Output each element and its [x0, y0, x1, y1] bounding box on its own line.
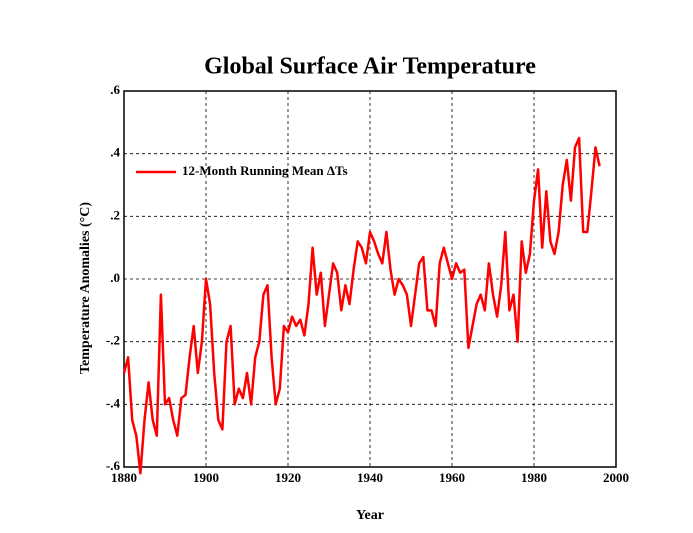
- y-tick-label: .2: [110, 207, 120, 222]
- x-tick-label: 2000: [603, 470, 629, 485]
- y-axis-label: Temperature Anomalies (°C): [78, 202, 93, 374]
- x-axis-label: Year: [356, 508, 384, 523]
- y-tick-label: .4: [110, 145, 120, 160]
- y-tick-label: .6: [110, 82, 120, 97]
- y-tick-label: -.2: [106, 333, 120, 348]
- x-tick-label: 1940: [357, 470, 383, 485]
- x-tick-label: 1920: [275, 470, 301, 485]
- legend-label: 12-Month Running Mean ΔTs: [182, 163, 348, 178]
- y-tick-label: .0: [110, 270, 120, 285]
- chart-title: Global Surface Air Temperature: [204, 54, 536, 80]
- plot-frame: [123, 90, 617, 468]
- x-tick-label: 1960: [439, 470, 465, 485]
- y-tick-label: -.4: [106, 395, 121, 410]
- x-tick-label: 1880: [111, 470, 137, 485]
- x-tick-label: 1980: [521, 470, 547, 485]
- x-tick-label: 1900: [193, 470, 219, 485]
- data-line: [122, 136, 601, 475]
- y-tick-label: -.6: [106, 458, 121, 473]
